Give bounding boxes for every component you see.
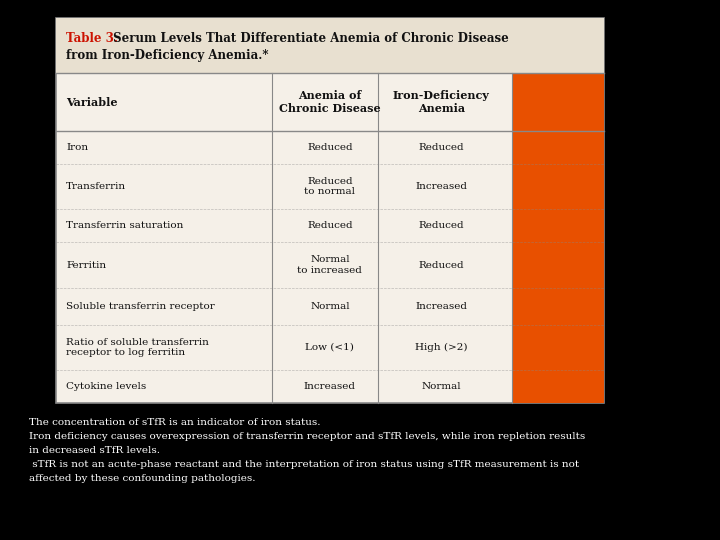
Text: Variable: Variable: [66, 97, 117, 107]
Text: in decreased sTfR levels.: in decreased sTfR levels.: [29, 446, 160, 455]
Text: Table 3.: Table 3.: [66, 32, 118, 45]
Text: Transferrin saturation: Transferrin saturation: [66, 221, 184, 231]
Text: sTfR is not an acute-phase reactant and the interpretation of iron status using : sTfR is not an acute-phase reactant and …: [29, 460, 579, 469]
Text: affected by these confounding pathologies.: affected by these confounding pathologie…: [29, 474, 256, 483]
Text: Anemia of
Chronic Disease: Anemia of Chronic Disease: [279, 90, 381, 114]
Bar: [56, 18, 604, 73]
Text: Reduced: Reduced: [307, 143, 353, 152]
Text: Increased: Increased: [415, 302, 467, 310]
Text: Cytokine levels: Cytokine levels: [66, 382, 146, 391]
Text: Normal
to increased: Normal to increased: [297, 255, 362, 275]
Text: Low (<1): Low (<1): [305, 343, 354, 352]
Text: Reduced: Reduced: [418, 143, 464, 152]
Text: Iron deficiency causes overexpression of transferrin receptor and sTfR levels, w: Iron deficiency causes overexpression of…: [29, 432, 585, 441]
Bar: [512, 73, 604, 403]
Text: Ratio of soluble transferrin
receptor to log ferritin: Ratio of soluble transferrin receptor to…: [66, 338, 209, 357]
Text: High (>2): High (>2): [415, 343, 468, 352]
Text: Normal: Normal: [310, 302, 350, 310]
Text: The concentration of sTfR is an indicator of iron status.: The concentration of sTfR is an indicato…: [29, 418, 320, 427]
Text: Reduced: Reduced: [307, 221, 353, 231]
Text: Transferrin: Transferrin: [66, 182, 126, 191]
Text: Serum Levels That Differentiate Anemia of Chronic Disease: Serum Levels That Differentiate Anemia o…: [109, 32, 508, 45]
Text: Reduced: Reduced: [418, 261, 464, 269]
Text: Normal: Normal: [422, 382, 462, 391]
Bar: [56, 18, 604, 403]
Text: Reduced
to normal: Reduced to normal: [305, 177, 356, 197]
Text: Reduced: Reduced: [418, 221, 464, 231]
Text: Increased: Increased: [415, 182, 467, 191]
Text: Iron-Deficiency
Anemia: Iron-Deficiency Anemia: [393, 90, 490, 114]
Text: Ferritin: Ferritin: [66, 261, 106, 269]
Text: from Iron-Deficiency Anemia.*: from Iron-Deficiency Anemia.*: [66, 49, 269, 62]
Text: Increased: Increased: [304, 382, 356, 391]
Text: Soluble transferrin receptor: Soluble transferrin receptor: [66, 302, 215, 310]
Text: Iron: Iron: [66, 143, 88, 152]
